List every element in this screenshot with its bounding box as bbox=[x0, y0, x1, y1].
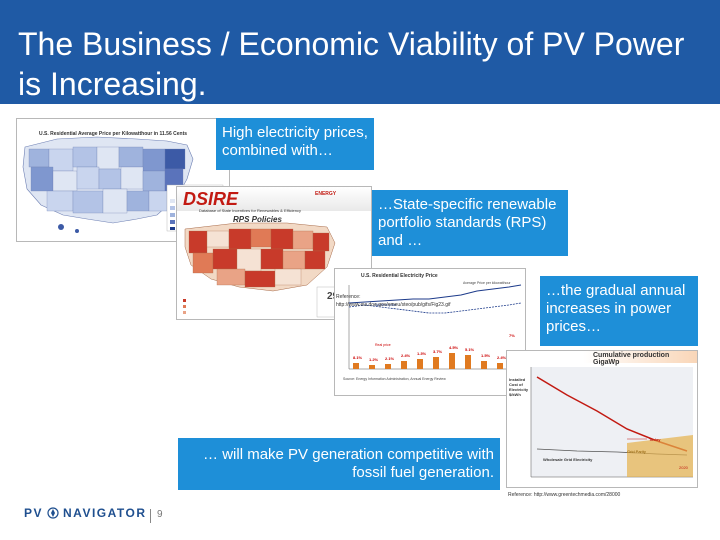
map-title: U.S. Residential Average Price per Kilow… bbox=[39, 131, 188, 137]
series-label-real: Real price bbox=[375, 343, 391, 347]
callout-electricity-prices: High electricity prices, combined with… bbox=[216, 118, 374, 170]
cumulative-header bbox=[507, 351, 697, 363]
bar-label: 1.3% bbox=[417, 351, 427, 356]
cumulative-chart-graphic bbox=[530, 367, 693, 478]
dsire-logo: DSIRE bbox=[183, 189, 239, 209]
price-chart-title: U.S. Residential Electricity Price bbox=[361, 273, 438, 279]
rps-title: RPS Policies bbox=[233, 215, 282, 224]
price-chart-source: Source: Energy Information Administratio… bbox=[343, 377, 446, 381]
bar-label: 2.4% bbox=[401, 353, 411, 358]
reference-1-url[interactable]: http://www.eia.doe.gov/emeu/steo/pub/gif… bbox=[336, 302, 451, 308]
bar-label: 1.2% bbox=[369, 357, 379, 362]
callout-pv-competitive: … will make PV generation competitive wi… bbox=[178, 438, 500, 490]
dsire-sponsor: ENERGY bbox=[315, 191, 337, 197]
bar-label: 3.7% bbox=[433, 349, 443, 354]
dsire-header bbox=[177, 187, 371, 211]
reference-1-label: Reference: bbox=[336, 294, 361, 300]
reference-1: Reference: http://www.eia.doe.gov/emeu/s… bbox=[336, 293, 451, 309]
callout-annual-increases: …the gradual annual increases in power p… bbox=[540, 276, 698, 346]
series-label-nominal: Nominal price bbox=[375, 303, 397, 307]
bar-label: 4.5% bbox=[449, 345, 459, 350]
bar-label: 8.1% bbox=[353, 355, 363, 360]
dsire-subtitle: Database of State Incentives for Renewab… bbox=[199, 208, 301, 213]
logo-pv: PV bbox=[24, 506, 44, 520]
slide-title: The Business / Economic Viability of PV … bbox=[18, 26, 685, 102]
cumulative-wholesale-label: Wholesale Grid Electricity bbox=[543, 457, 593, 462]
price-chart-image: U.S. Residential Electricity Price Avera… bbox=[334, 268, 526, 396]
bar-label: 1.5% bbox=[481, 353, 491, 358]
bar-label: 2.1% bbox=[385, 356, 395, 361]
cumulative-grid-parity-label: Grid Parity bbox=[627, 449, 646, 454]
callout-state-rps: …State-specific renewable portfolio stan… bbox=[372, 190, 568, 256]
logo-mark-icon bbox=[47, 507, 59, 519]
pv-navigator-logo: PV NAVIGATOR bbox=[24, 506, 147, 520]
bar-label: 5.1% bbox=[465, 347, 475, 352]
bar-label: 7% bbox=[509, 333, 515, 338]
title-bar: The Business / Economic Viability of PV … bbox=[0, 0, 720, 104]
cumulative-production-image: Cumulative production GigaWp Installed C… bbox=[506, 350, 698, 488]
cumulative-y-label: Installed Cost of Electricity $/kWh bbox=[509, 377, 529, 397]
price-chart-graphic bbox=[348, 284, 522, 370]
page-number: 9 bbox=[157, 509, 163, 520]
cumulative-2020-label: 2020 bbox=[679, 465, 688, 470]
cumulative-today-label: Today bbox=[649, 437, 661, 442]
dsire-rps-image: DSIRE Database of State Incentives for R… bbox=[176, 186, 372, 320]
bar-label: 2.4% bbox=[497, 355, 507, 360]
footer-divider bbox=[150, 509, 151, 523]
reference-2[interactable]: Reference: http://www.greentechmedia.com… bbox=[508, 492, 621, 498]
logo-navigator: NAVIGATOR bbox=[63, 506, 147, 520]
cumulative-header-text: Cumulative production GigaWp bbox=[593, 352, 670, 366]
price-chart-legend: Average Price per kilowatthour bbox=[463, 281, 511, 285]
